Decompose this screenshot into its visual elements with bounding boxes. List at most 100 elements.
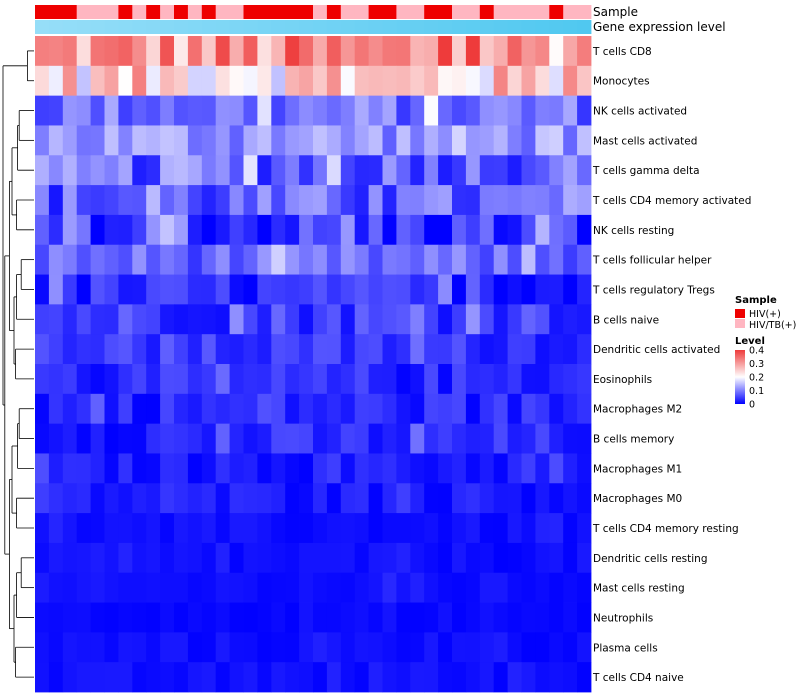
heatmap-cell (438, 155, 453, 186)
heatmap-cell (563, 393, 578, 425)
heatmap-cell (368, 65, 383, 97)
heatmap-cell (452, 185, 467, 216)
heatmap-cell (118, 364, 133, 395)
heatmap-cell (424, 185, 439, 216)
heatmap-cell (438, 36, 453, 67)
heatmap-cell (201, 125, 217, 156)
heatmap-cell (354, 364, 369, 395)
heatmap-cell (493, 602, 508, 633)
annotation-label-expression: Gene expression level (593, 20, 726, 34)
expression-annotation-cell (563, 20, 578, 34)
heatmap-cell (493, 304, 508, 335)
heatmap-cell (90, 662, 105, 693)
heatmap-cell (535, 36, 550, 67)
heatmap-cell (396, 453, 411, 484)
heatmap-cell (118, 423, 133, 454)
heatmap-cell (354, 453, 369, 484)
sample-annotation-cell (299, 5, 314, 19)
heatmap-cell (299, 513, 314, 544)
heatmap-cell (382, 364, 397, 395)
heatmap-cell (396, 513, 411, 544)
heatmap-cell (577, 483, 592, 514)
heatmap-cell (577, 214, 592, 246)
heatmap-cell (174, 662, 189, 693)
heatmap-cell (396, 185, 411, 216)
heatmap-cell (340, 572, 356, 603)
heatmap-cell (368, 125, 383, 156)
heatmap-cell (146, 36, 161, 67)
heatmap-cell (271, 334, 286, 365)
heatmap-cell (396, 244, 411, 275)
heatmap-cell (174, 334, 189, 365)
heatmap-cell (563, 453, 578, 484)
heatmap-cell (396, 483, 411, 514)
legend-level-tick-label: 0.3 (749, 359, 764, 370)
heatmap-cell (48, 36, 64, 67)
heatmap-cell (563, 423, 578, 454)
heatmap-cell (215, 244, 230, 275)
heatmap-cell (76, 602, 91, 633)
heatmap-cell (35, 185, 50, 216)
heatmap-cell (90, 155, 105, 186)
heatmap-cell (396, 364, 411, 395)
heatmap-cell (285, 542, 300, 574)
heatmap-cell (438, 274, 453, 305)
heatmap-cell (382, 662, 397, 693)
heatmap-cell (90, 334, 105, 365)
heatmap-cell (229, 95, 244, 126)
heatmap-cell (174, 155, 189, 186)
row-label: T cells regulatory Tregs (592, 284, 715, 296)
row-label: Monocytes (593, 76, 650, 88)
heatmap-cell (146, 453, 161, 484)
heatmap-cell (396, 334, 411, 365)
row-label: Dendritic cells activated (593, 344, 720, 356)
heatmap-cell (507, 483, 522, 514)
heatmap-cell (549, 453, 564, 484)
heatmap-cell (535, 125, 550, 156)
heatmap-cell (326, 155, 342, 186)
heatmap-cell (132, 36, 147, 67)
heatmap-cell (549, 364, 564, 395)
heatmap-cell (563, 483, 578, 514)
heatmap-cell (187, 662, 203, 693)
heatmap-cell (132, 214, 147, 246)
expression-annotation-cell (438, 20, 453, 34)
sample-annotation-cell (146, 5, 161, 19)
heatmap-cell (132, 304, 147, 335)
heatmap-cell (535, 423, 550, 454)
heatmap-cell (187, 274, 203, 305)
heatmap-cell (465, 602, 481, 633)
heatmap-cell (229, 364, 244, 395)
heatmap-cell (493, 542, 508, 574)
heatmap-cell (479, 65, 495, 97)
heatmap-cell (577, 662, 592, 693)
heatmap-cell (229, 632, 244, 663)
heatmap-cell (118, 453, 133, 484)
heatmap-cell (160, 572, 175, 603)
heatmap-cell (229, 65, 244, 97)
heatmap-cell (35, 244, 50, 275)
heatmap-cell (174, 632, 189, 663)
row-label: Mast cells activated (593, 135, 697, 147)
heatmap-cell (201, 602, 217, 633)
heatmap-cell (62, 334, 78, 365)
sample-annotation-cell (465, 5, 481, 19)
heatmap-cell (479, 662, 495, 693)
heatmap-cell (340, 364, 356, 395)
heatmap-cell (76, 155, 91, 186)
heatmap-cell (479, 602, 495, 633)
heatmap-cell (48, 513, 64, 544)
heatmap-cell (174, 513, 189, 544)
sample-annotation-cell (368, 5, 383, 19)
heatmap-cell (465, 95, 481, 126)
heatmap-cells (35, 36, 592, 693)
heatmap-cell (465, 274, 481, 305)
heatmap-cell (577, 393, 592, 425)
heatmap-cell (118, 662, 133, 693)
heatmap-cell (76, 364, 91, 395)
heatmap-cell (535, 393, 550, 425)
heatmap-cell (160, 214, 175, 246)
heatmap-cell (465, 513, 481, 544)
row-label: T cells gamma delta (592, 165, 700, 177)
heatmap-cell (229, 423, 244, 454)
